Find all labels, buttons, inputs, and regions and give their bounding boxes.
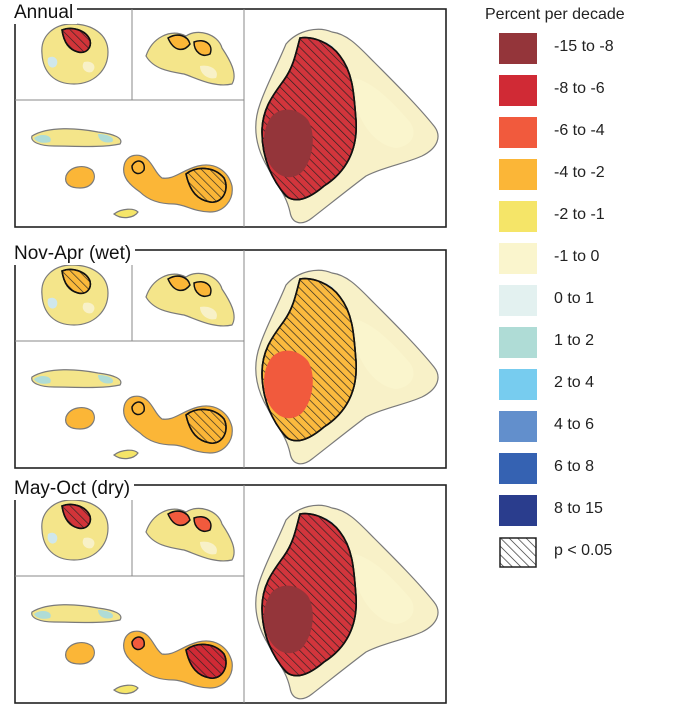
legend-item: -15 to -8 bbox=[476, 33, 691, 75]
panel-title: Nov-Apr (wet) bbox=[10, 243, 136, 265]
legend-item: -8 to -6 bbox=[476, 75, 691, 117]
island-oahu bbox=[145, 272, 235, 327]
legend-swatch bbox=[499, 369, 537, 400]
legend-label: p < 0.05 bbox=[554, 542, 613, 559]
legend-items: -15 to -8 -8 to -6 -6 to -4 -4 to -2 -2 to -… bbox=[476, 33, 691, 579]
legend-swatch bbox=[499, 33, 537, 64]
legend-title: Percent per decade bbox=[485, 6, 625, 23]
legend-swatch bbox=[499, 285, 537, 316]
significance-hatch bbox=[61, 268, 92, 295]
legend-swatch bbox=[499, 75, 537, 106]
legend-label: -8 to -6 bbox=[554, 80, 605, 97]
island-maui bbox=[123, 395, 233, 454]
island-maui bbox=[123, 630, 233, 689]
legend-swatch bbox=[499, 243, 537, 274]
island-kahoolawe bbox=[112, 449, 139, 460]
legend-item: 1 to 2 bbox=[476, 327, 691, 369]
island-oahu bbox=[145, 31, 235, 86]
island-kauai bbox=[41, 23, 109, 85]
legend-item: -1 to 0 bbox=[476, 243, 691, 285]
island-lanai bbox=[65, 166, 95, 189]
legend-label: -1 to 0 bbox=[554, 248, 600, 265]
island-lanai bbox=[65, 642, 95, 665]
legend-label: 0 to 1 bbox=[554, 290, 595, 307]
legend-item: -4 to -2 bbox=[476, 159, 691, 201]
significance-hatch bbox=[185, 643, 227, 679]
map-frame bbox=[14, 8, 447, 228]
legend-swatch bbox=[499, 495, 537, 526]
legend-swatch bbox=[499, 453, 537, 484]
island-maui bbox=[123, 154, 233, 213]
legend-label: -15 to -8 bbox=[554, 38, 614, 55]
map-frame bbox=[14, 249, 447, 469]
legend-item: -2 to -1 bbox=[476, 201, 691, 243]
island-hawaii bbox=[255, 269, 439, 465]
legend-swatch bbox=[499, 159, 537, 190]
island-kauai bbox=[41, 264, 109, 326]
legend-item: 2 to 4 bbox=[476, 369, 691, 411]
island-molokai bbox=[31, 369, 122, 389]
hatch-icon bbox=[499, 537, 537, 568]
island-lanai bbox=[65, 407, 95, 430]
legend-label: 4 to 6 bbox=[554, 416, 595, 433]
significance-hatch bbox=[185, 167, 227, 203]
island-hawaii bbox=[255, 504, 439, 700]
island-kauai bbox=[41, 499, 109, 561]
legend-label: -4 to -2 bbox=[554, 164, 605, 181]
legend-item: 0 to 1 bbox=[476, 285, 691, 327]
legend-label: 1 to 2 bbox=[554, 332, 595, 349]
legend-item: 4 to 6 bbox=[476, 411, 691, 453]
significance-hatch bbox=[185, 408, 227, 444]
significance-hatch bbox=[61, 27, 92, 54]
island-oahu bbox=[145, 507, 235, 562]
legend-swatch bbox=[499, 117, 537, 148]
map-frame bbox=[14, 484, 447, 704]
legend-label: 8 to 15 bbox=[554, 500, 603, 517]
significance-hatch bbox=[61, 503, 92, 530]
panel-title: Annual bbox=[10, 2, 78, 24]
legend-item: p < 0.05 bbox=[476, 537, 691, 579]
legend-item: -6 to -4 bbox=[476, 117, 691, 159]
island-molokai bbox=[31, 128, 122, 148]
legend-label: 2 to 4 bbox=[554, 374, 595, 391]
legend-label: -6 to -4 bbox=[554, 122, 605, 139]
legend: Percent per decade -15 to -8 -8 to -6 -6 t… bbox=[476, 6, 691, 579]
island-hawaii bbox=[255, 28, 439, 224]
legend-swatch bbox=[499, 411, 537, 442]
island-kahoolawe bbox=[112, 208, 139, 219]
panel-title: May-Oct (dry) bbox=[10, 478, 135, 500]
legend-swatch bbox=[499, 201, 537, 232]
legend-item: 6 to 8 bbox=[476, 453, 691, 495]
legend-swatch bbox=[499, 327, 537, 358]
legend-item: 8 to 15 bbox=[476, 495, 691, 537]
legend-label: -2 to -1 bbox=[554, 206, 605, 223]
legend-label: 6 to 8 bbox=[554, 458, 595, 475]
island-kahoolawe bbox=[112, 684, 139, 695]
island-molokai bbox=[31, 604, 122, 624]
